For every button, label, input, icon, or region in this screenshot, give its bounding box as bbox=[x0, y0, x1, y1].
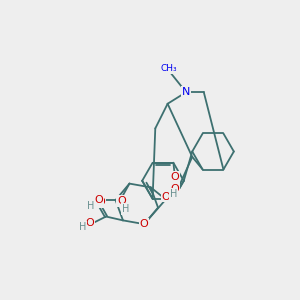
Text: H: H bbox=[87, 200, 94, 211]
Text: O: O bbox=[171, 172, 179, 182]
Text: O: O bbox=[94, 195, 103, 205]
Text: H: H bbox=[122, 204, 129, 214]
Text: N: N bbox=[182, 87, 190, 97]
Text: O: O bbox=[171, 184, 179, 194]
Text: O: O bbox=[162, 192, 170, 202]
Text: O: O bbox=[140, 219, 148, 229]
Text: CH₃: CH₃ bbox=[160, 64, 177, 73]
Text: O: O bbox=[117, 196, 126, 206]
Text: H: H bbox=[170, 189, 178, 199]
Text: O: O bbox=[85, 218, 94, 228]
Text: O: O bbox=[96, 197, 105, 207]
Text: H: H bbox=[79, 221, 87, 232]
